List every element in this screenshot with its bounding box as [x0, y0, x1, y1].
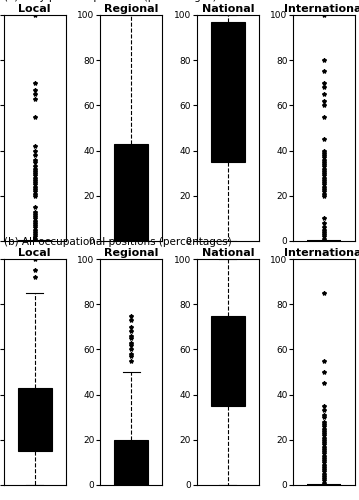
PathPatch shape [114, 440, 148, 485]
Text: (a) Only political positions (percentages): (a) Only political positions (percentage… [4, 0, 216, 2]
PathPatch shape [114, 144, 148, 241]
Title: International: International [284, 248, 359, 258]
Title: National: National [201, 4, 254, 14]
Title: Local: Local [18, 4, 51, 14]
Title: National: National [201, 248, 254, 258]
PathPatch shape [211, 22, 245, 162]
PathPatch shape [18, 388, 52, 451]
Title: Regional: Regional [104, 248, 158, 258]
Title: International: International [284, 4, 359, 14]
Text: (b) All occupational positions (percentages): (b) All occupational positions (percenta… [4, 236, 231, 246]
Title: Regional: Regional [104, 4, 158, 14]
PathPatch shape [211, 316, 245, 406]
Title: Local: Local [18, 248, 51, 258]
